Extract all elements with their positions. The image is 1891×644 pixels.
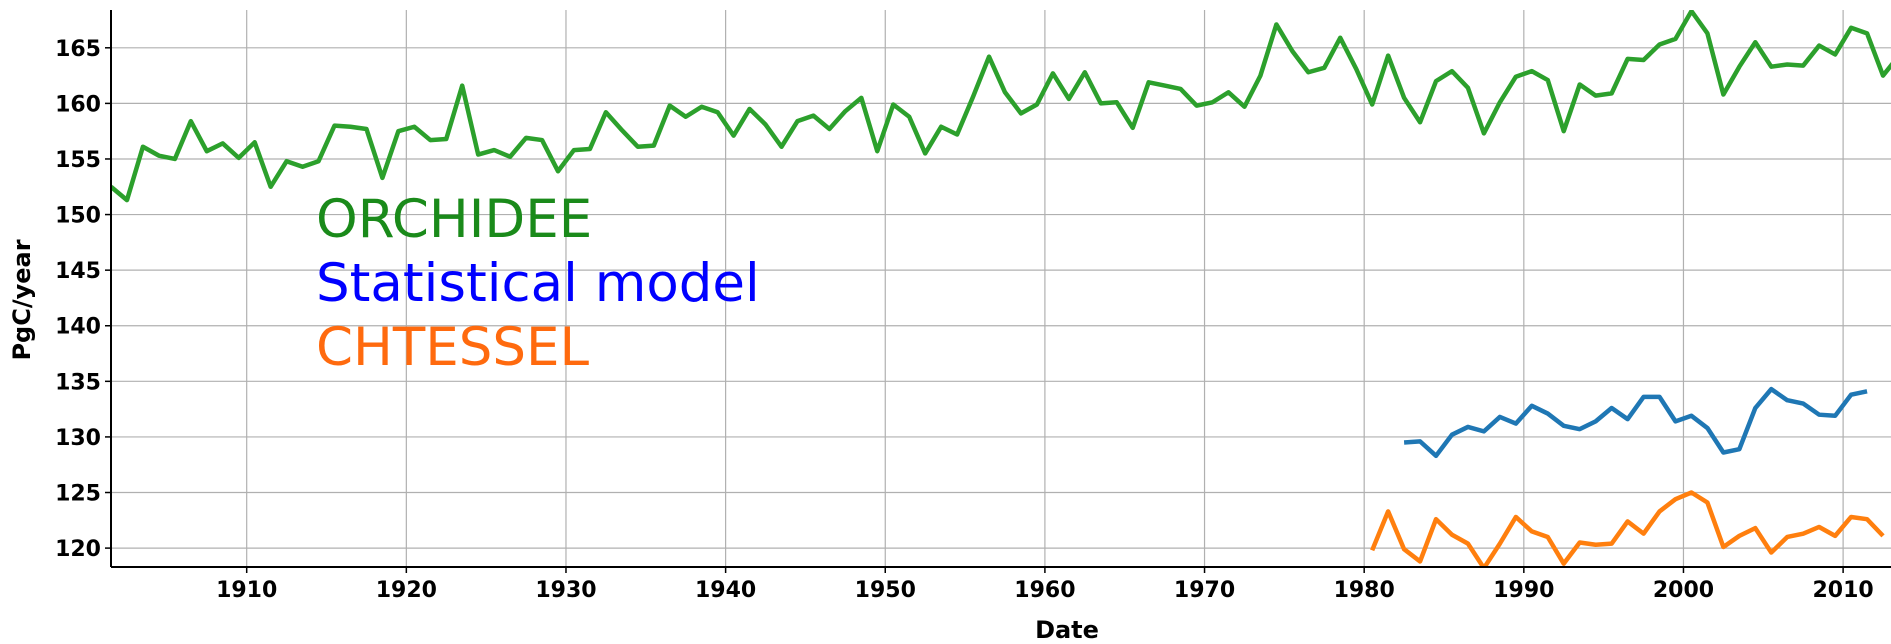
ticks: 120 125 130 135 140 145 150 155 160 165 1910 1920 19… [55, 37, 1874, 603]
y-axis-label: PgC/year [8, 239, 36, 360]
x-tick-label: 1960 [1014, 578, 1075, 603]
x-tick-label: 1930 [535, 578, 596, 603]
x-tick-label: 1920 [376, 578, 437, 603]
series-line [1370, 490, 1885, 567]
y-tick-label: 145 [55, 259, 101, 284]
y-tick-label: 160 [55, 92, 101, 117]
y-tick-label: 130 [55, 426, 101, 451]
y-tick-label: 125 [55, 482, 101, 507]
series-line [111, 10, 1891, 203]
legend-label: ORCHIDEE [316, 189, 592, 250]
grid [111, 10, 1891, 567]
series-line [1403, 386, 1868, 459]
y-tick-label: 120 [55, 537, 101, 562]
x-tick-label: 1980 [1334, 578, 1395, 603]
x-tick-label: 1940 [695, 578, 756, 603]
x-tick-label: 1970 [1174, 578, 1235, 603]
y-tick-label: 155 [55, 148, 101, 173]
x-axis-label: Date [1035, 616, 1099, 644]
x-tick-label: 2000 [1653, 578, 1714, 603]
y-tick-label: 165 [55, 37, 101, 62]
x-tick-label: 1950 [855, 578, 916, 603]
y-tick-label: 135 [55, 370, 101, 395]
legend-label: CHTESSEL [316, 317, 589, 378]
x-tick-label: 1910 [216, 578, 277, 603]
y-tick-label: 150 [55, 204, 101, 229]
y-tick-label: 140 [55, 315, 101, 340]
legend-label: Statistical model [316, 253, 760, 314]
x-tick-label: 1990 [1493, 578, 1554, 603]
plot-area [111, 10, 1891, 567]
x-tick-label: 2010 [1812, 578, 1873, 603]
